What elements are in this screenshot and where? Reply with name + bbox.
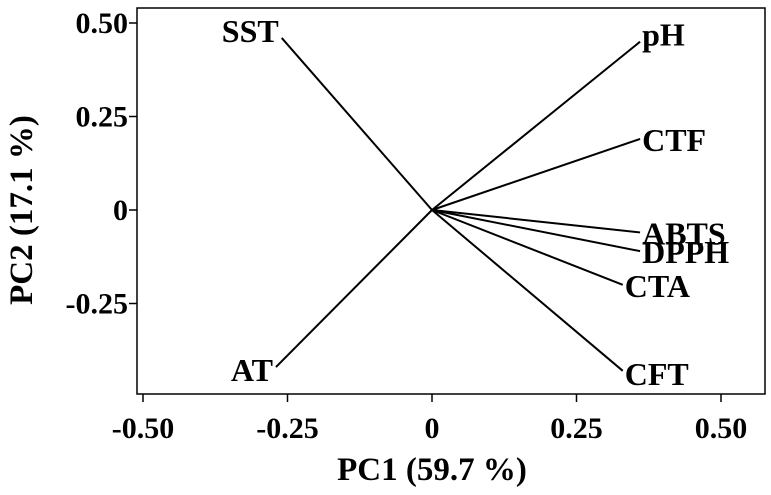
y-tick-label: -0.25: [66, 288, 129, 321]
plot-frame: [136, 7, 766, 395]
vector-label-dpph: DPPH: [642, 234, 729, 270]
vector-cft: [431, 209, 624, 372]
vector-abts: [431, 209, 641, 234]
y-axis-title: PC2 (17.1 %): [4, 115, 40, 305]
y-tick-label: 0.25: [76, 101, 129, 134]
vector-label-cta: CTA: [625, 268, 690, 304]
x-tick-label: 0.25: [550, 412, 603, 445]
vector-sst: [280, 37, 433, 211]
vector-label-abts: ABTS: [642, 215, 726, 251]
axis-ticks: -0.50 -0.25 0 0.25 0.50 0.50 0.25 0 -0.25: [66, 7, 748, 445]
vector-cta: [431, 209, 624, 286]
vector-dpph: [431, 209, 641, 253]
x-tick-label: -0.50: [112, 412, 175, 445]
vector-at: [275, 209, 433, 368]
x-tick-label: -0.25: [256, 412, 319, 445]
y-tick-label: 0: [113, 194, 128, 227]
x-tick-label: 0.50: [695, 412, 748, 445]
vector-label-ph: pH: [642, 17, 685, 53]
vector-ph: [431, 40, 641, 211]
y-tick-label: 0.50: [76, 7, 129, 40]
vector-label-cft: CFT: [625, 356, 689, 392]
vector-label-at: AT: [231, 352, 273, 388]
x-tick-label: 0: [425, 412, 440, 445]
vector-label-sst: SST: [222, 13, 279, 49]
x-axis-title: PC1 (59.7 %): [337, 452, 527, 488]
vector-ctf: [431, 137, 641, 211]
vector-label-ctf: CTF: [642, 122, 706, 158]
